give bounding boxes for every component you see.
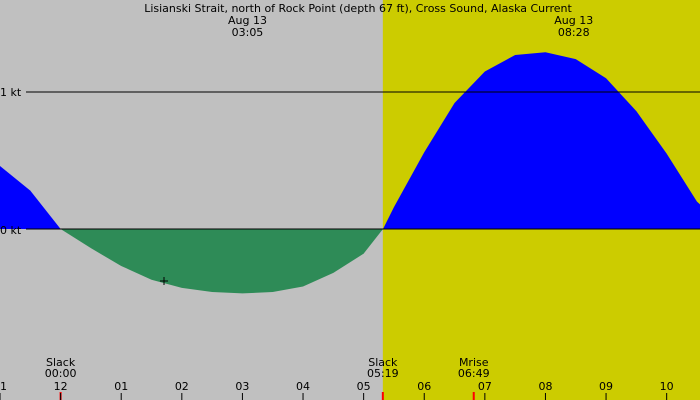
flood-area-2 <box>383 52 700 229</box>
current-areas <box>0 52 700 294</box>
y-tick-label-1kt: 1 kt <box>0 86 22 99</box>
cursor-crosshair <box>160 277 168 285</box>
x-tick-label-0: 11 <box>0 380 7 393</box>
x-tick-label-8: 07 <box>478 380 492 393</box>
x-tick-label-7: 06 <box>417 380 431 393</box>
y-tick-label-0kt: 0 kt <box>0 224 22 237</box>
x-tick-label-5: 04 <box>296 380 310 393</box>
extreme-time-0: 03:05 <box>232 26 264 39</box>
extreme-date-0: Aug 13 <box>228 14 267 27</box>
event-time-0: 00:00 <box>45 367 77 380</box>
event-name-0: Slack <box>46 356 76 369</box>
event-name-2: Mrise <box>459 356 489 369</box>
x-tick-label-6: 05 <box>357 380 371 393</box>
ebb-area-1 <box>60 229 384 294</box>
flood-area-0 <box>0 165 61 229</box>
x-tick-label-10: 09 <box>599 380 613 393</box>
event-time-2: 06:49 <box>458 367 490 380</box>
event-time-1: 05:19 <box>367 367 399 380</box>
x-tick-label-4: 03 <box>235 380 249 393</box>
x-tick-label-11: 10 <box>660 380 674 393</box>
extreme-time-1: 08:28 <box>558 26 590 39</box>
x-tick-label-3: 02 <box>175 380 189 393</box>
x-axis: 1112010203040506070809101112010203040506… <box>0 380 674 400</box>
x-tick-label-9: 08 <box>538 380 552 393</box>
event-tick-1 <box>381 392 384 400</box>
event-tick-2 <box>472 392 475 400</box>
x-tick-label-2: 01 <box>114 380 128 393</box>
event-name-1: Slack <box>368 356 398 369</box>
x-tick-label-1: 12 <box>54 380 68 393</box>
chart-title: Lisianski Strait, north of Rock Point (d… <box>144 2 572 15</box>
extreme-date-1: Aug 13 <box>554 14 593 27</box>
